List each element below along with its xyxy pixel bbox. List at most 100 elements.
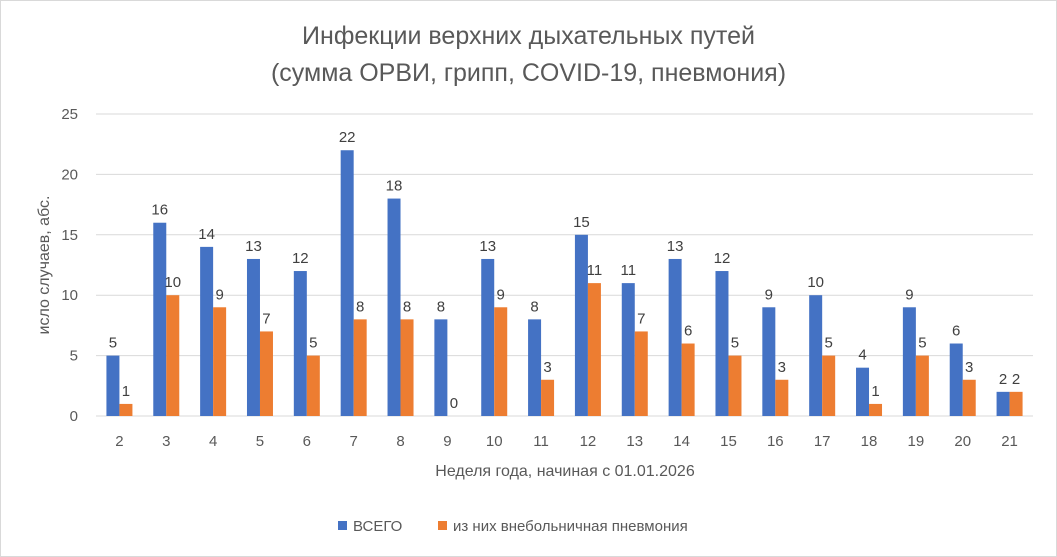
gridlines xyxy=(96,113,1033,417)
x-tick-label: 5 xyxy=(256,433,264,450)
bar xyxy=(621,283,635,416)
x-tick-label: 20 xyxy=(954,433,971,450)
bar xyxy=(775,379,789,416)
data-label: 18 xyxy=(386,178,403,195)
data-label: 13 xyxy=(479,238,496,255)
data-label: 12 xyxy=(292,250,309,267)
data-label: 8 xyxy=(437,298,445,315)
data-label: 11 xyxy=(620,262,636,279)
y-tick-labels: 0 5 10 15 20 25 xyxy=(61,106,78,425)
data-label: 8 xyxy=(356,298,364,315)
data-label: 4 xyxy=(858,347,866,364)
data-label: 7 xyxy=(262,310,270,327)
data-label: 5 xyxy=(731,335,739,352)
bar xyxy=(574,234,588,416)
data-label: 8 xyxy=(530,298,538,315)
legend: ВСЕГО из них внебольничная пневмония xyxy=(338,518,688,535)
chart-title-line2: (сумма ОРВИ, грипп, COVID-19, пневмония) xyxy=(270,59,787,87)
bar xyxy=(587,283,601,416)
x-tick-label: 12 xyxy=(580,433,597,450)
x-tick-label: 13 xyxy=(626,433,643,450)
bar xyxy=(822,355,836,416)
data-label: 5 xyxy=(109,335,117,352)
bar xyxy=(213,307,227,416)
data-label: 10 xyxy=(164,274,181,291)
y-tick-label: 25 xyxy=(61,106,78,123)
bar xyxy=(387,198,401,416)
data-label: 5 xyxy=(309,335,317,352)
x-tick-label: 3 xyxy=(162,433,170,450)
x-tick-label: 14 xyxy=(673,433,690,450)
bar xyxy=(400,319,414,416)
x-tick-label: 2 xyxy=(115,433,123,450)
legend-label: ВСЕГО xyxy=(353,518,402,535)
bar xyxy=(528,319,542,416)
x-tick-label: 9 xyxy=(443,433,451,450)
data-label: 5 xyxy=(918,335,926,352)
bar xyxy=(153,222,167,416)
bar xyxy=(962,379,976,416)
bar xyxy=(166,295,180,416)
data-label: 3 xyxy=(965,359,973,376)
bar xyxy=(1009,391,1023,416)
data-label: 2 xyxy=(999,371,1007,388)
data-label: 13 xyxy=(667,238,684,255)
data-label: 9 xyxy=(765,286,773,303)
data-label: 7 xyxy=(637,310,645,327)
x-tick-label: 16 xyxy=(767,433,784,450)
y-tick-label: 15 xyxy=(61,227,78,244)
data-label: 13 xyxy=(245,238,262,255)
bar xyxy=(434,319,448,416)
bar xyxy=(949,343,963,416)
bar xyxy=(259,331,273,416)
data-label: 14 xyxy=(198,226,215,243)
data-label: 6 xyxy=(952,323,960,340)
bar xyxy=(353,319,367,416)
x-tick-label: 7 xyxy=(350,433,358,450)
bar xyxy=(902,307,916,416)
data-label: 3 xyxy=(543,359,551,376)
data-label: 12 xyxy=(714,250,731,267)
bar xyxy=(340,150,354,417)
y-axis-title: исло случаев, абс. xyxy=(36,196,53,335)
data-label: 8 xyxy=(403,298,411,315)
x-tick-label: 17 xyxy=(814,433,831,450)
data-label: 6 xyxy=(684,323,692,340)
x-tick-label: 19 xyxy=(908,433,925,450)
x-axis-title: Неделя года, начиная с 01.01.2026 xyxy=(435,463,695,480)
data-label: 22 xyxy=(339,129,356,146)
data-label: 9 xyxy=(215,286,223,303)
bar xyxy=(762,307,776,416)
bar xyxy=(119,403,133,416)
bar xyxy=(634,331,648,416)
legend-label: из них внебольничная пневмония xyxy=(453,518,688,535)
legend-swatch xyxy=(338,521,347,530)
data-label: 9 xyxy=(905,286,913,303)
data-label: 5 xyxy=(825,335,833,352)
bar xyxy=(715,271,729,416)
x-tick-label: 4 xyxy=(209,433,217,450)
x-tick-label: 18 xyxy=(861,433,878,450)
bar xyxy=(869,403,883,416)
x-tick-label: 10 xyxy=(486,433,503,450)
data-label: 10 xyxy=(807,274,824,291)
data-label: 16 xyxy=(151,202,168,219)
legend-swatch xyxy=(438,521,447,530)
data-label: 1 xyxy=(871,383,879,400)
x-tick-label: 8 xyxy=(396,433,404,450)
bar xyxy=(681,343,695,416)
bar xyxy=(494,307,508,416)
bar xyxy=(541,379,555,416)
bar xyxy=(306,355,320,416)
x-tick-label: 15 xyxy=(720,433,737,450)
data-label: 3 xyxy=(778,359,786,376)
y-tick-label: 0 xyxy=(70,408,78,425)
bar xyxy=(856,367,870,416)
data-label: 9 xyxy=(497,286,505,303)
bar xyxy=(915,355,929,416)
chart-title-line1: Инфекции верхних дыхательных путей xyxy=(302,22,755,50)
x-tick-label: 11 xyxy=(533,433,549,450)
